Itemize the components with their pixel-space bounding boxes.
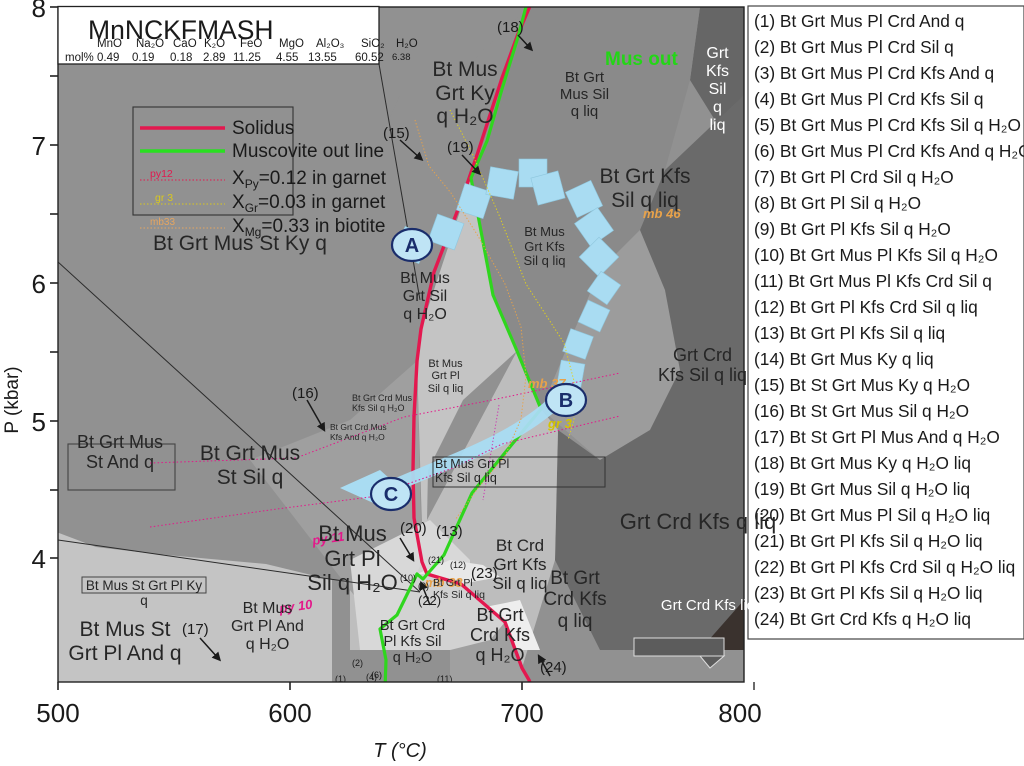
svg-text:gr 3: gr 3 — [547, 416, 573, 431]
svg-text:(18): (18) — [497, 19, 524, 36]
svg-text:800: 800 — [718, 698, 761, 728]
svg-text:SiO₂: SiO₂ — [361, 38, 385, 50]
svg-text:500: 500 — [36, 698, 79, 728]
svg-text:A: A — [405, 235, 419, 257]
svg-text:py12: py12 — [150, 168, 173, 180]
svg-text:(3) Bt Grt Mus Pl Crd Kfs And: (3) Bt Grt Mus Pl Crd Kfs And q — [754, 63, 994, 83]
svg-text:(23) Bt Grt Pl Kfs Sil q H₂O l: (23) Bt Grt Pl Kfs Sil q H₂O liq — [754, 583, 983, 603]
svg-text:(16) Bt St Grt Mus Sil q H₂O: (16) Bt St Grt Mus Sil q H₂O — [754, 401, 969, 421]
svg-text:2.89: 2.89 — [203, 52, 225, 64]
svg-text:4.55: 4.55 — [276, 52, 298, 64]
svg-text:(10) Bt Grt Mus Pl Kfs Sil q H: (10) Bt Grt Mus Pl Kfs Sil q H₂O — [754, 245, 998, 265]
svg-text:(16): (16) — [292, 385, 319, 402]
svg-text:(18) Bt Grt Mus Ky q H₂O liq: (18) Bt Grt Mus Ky q H₂O liq — [754, 453, 971, 473]
svg-text:CaO: CaO — [173, 38, 197, 50]
svg-text:600: 600 — [268, 698, 311, 728]
svg-text:(6): (6) — [371, 670, 382, 680]
svg-text:mb33: mb33 — [150, 217, 175, 228]
svg-text:(1) Bt Grt Mus Pl Crd And q: (1) Bt Grt Mus Pl Crd And q — [754, 11, 964, 31]
svg-text:0.49: 0.49 — [97, 52, 119, 64]
svg-text:H₂O: H₂O — [396, 38, 418, 50]
svg-text:FeO: FeO — [240, 38, 262, 50]
svg-text:(2) Bt Grt Mus Pl Crd Sil q: (2) Bt Grt Mus Pl Crd Sil q — [754, 37, 954, 57]
svg-text:(11) Bt Grt Mus Pl Kfs Crd Sil: (11) Bt Grt Mus Pl Kfs Crd Sil q — [754, 271, 992, 291]
svg-text:Na₂O: Na₂O — [136, 38, 164, 50]
svg-text:(19): (19) — [447, 139, 474, 156]
svg-text:mol%: mol% — [65, 52, 94, 64]
svg-text:(13) Bt Grt Pl Kfs Sil q liq: (13) Bt Grt Pl Kfs Sil q liq — [754, 323, 945, 343]
svg-text:(9) Bt Grt Pl Kfs Sil q H₂O: (9) Bt Grt Pl Kfs Sil q H₂O — [754, 219, 951, 239]
svg-text:gr 3: gr 3 — [155, 192, 173, 204]
svg-text:MgO: MgO — [279, 38, 304, 50]
svg-text:(4) Bt Grt Mus Pl Crd Kfs Sil: (4) Bt Grt Mus Pl Crd Kfs Sil q — [754, 89, 984, 109]
svg-text:60.52: 60.52 — [355, 52, 384, 64]
svg-text:C: C — [384, 484, 398, 506]
svg-text:6: 6 — [32, 269, 46, 299]
svg-text:Al₂O₃: Al₂O₃ — [316, 38, 345, 50]
svg-text:4: 4 — [32, 544, 46, 574]
svg-text:11.25: 11.25 — [233, 52, 261, 64]
svg-text:Mus out: Mus out — [605, 49, 678, 70]
svg-text:K₂O: K₂O — [204, 38, 225, 50]
svg-text:13.55: 13.55 — [308, 52, 337, 64]
svg-text:(15) Bt St Grt Mus Ky q H₂O: (15) Bt St Grt Mus Ky q H₂O — [754, 375, 970, 395]
svg-text:Solidus: Solidus — [232, 118, 294, 139]
svg-text:0.18: 0.18 — [170, 52, 192, 64]
svg-text:P (kbar): P (kbar) — [2, 366, 23, 433]
svg-text:(17) Bt St Grt Pl Mus And q H₂: (17) Bt St Grt Pl Mus And q H₂O — [754, 427, 1000, 447]
svg-text:(12) Bt Grt Pl Kfs Crd Sil q l: (12) Bt Grt Pl Kfs Crd Sil q liq — [754, 297, 978, 317]
svg-text:5: 5 — [32, 407, 46, 437]
svg-text:700: 700 — [500, 698, 543, 728]
svg-text:(8) Bt Grt Pl Sil q H₂O: (8) Bt Grt Pl Sil q H₂O — [754, 193, 921, 213]
svg-text:(22) Bt Grt Pl Kfs Crd Sil q H: (22) Bt Grt Pl Kfs Crd Sil q H₂O liq — [754, 557, 1015, 577]
svg-text:Muscovite out line: Muscovite out line — [232, 141, 384, 162]
svg-text:(7) Bt Grt Pl Crd Sil q H₂O: (7) Bt Grt Pl Crd Sil q H₂O — [754, 167, 954, 187]
svg-text:(14) Bt Grt Mus Ky q liq: (14) Bt Grt Mus Ky q liq — [754, 349, 934, 369]
svg-text:8: 8 — [32, 0, 46, 23]
svg-text:(19) Bt Grt Mus Sil q H₂O liq: (19) Bt Grt Mus Sil q H₂O liq — [754, 479, 970, 499]
svg-text:(5) Bt Grt Mus Pl Crd Kfs Sil: (5) Bt Grt Mus Pl Crd Kfs Sil q H₂O — [754, 115, 1021, 135]
svg-text:7: 7 — [32, 131, 46, 161]
svg-text:(6) Bt Grt Mus Pl Crd Kfs And: (6) Bt Grt Mus Pl Crd Kfs And q H₂O — [754, 141, 1024, 161]
svg-text:MnO: MnO — [97, 38, 122, 50]
svg-text:T (°C): T (°C) — [373, 740, 427, 762]
svg-text:B: B — [559, 390, 573, 412]
svg-text:(24) Bt Grt Crd Kfs q H₂O liq: (24) Bt Grt Crd Kfs q H₂O liq — [754, 609, 971, 629]
svg-text:0.19: 0.19 — [132, 52, 154, 64]
